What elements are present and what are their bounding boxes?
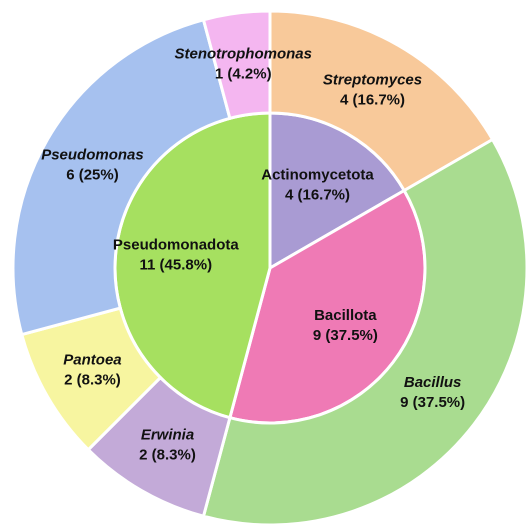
slice-name: Pseudomonadota — [113, 237, 240, 254]
slice-name: Streptomyces — [323, 71, 422, 88]
slice-name: Pantoea — [63, 351, 121, 368]
outer-slice — [201, 137, 529, 526]
slice-value-label: 4 (16.7%) — [340, 91, 405, 108]
slice-name: Stenotrophomonas — [174, 46, 312, 63]
slice-name: Bacillota — [314, 307, 377, 324]
slice-value-label: 4 (16.7%) — [285, 187, 350, 204]
slice-name: Erwinia — [141, 427, 194, 444]
outer-slice — [11, 17, 232, 337]
slice-value-label: 9 (37.5%) — [313, 327, 378, 344]
outer-slice — [201, 9, 272, 121]
slice-value-label: 2 (8.3%) — [64, 371, 121, 388]
slice-value-label: 2 (8.3%) — [139, 447, 196, 464]
slice-value-label: 1 (4.2%) — [215, 66, 272, 83]
slice-name: Pseudomonas — [41, 146, 144, 163]
slice-value-label: 6 (25%) — [66, 166, 119, 183]
slice-value-label: 9 (37.5%) — [400, 394, 465, 411]
slice-name: Actinomycetota — [261, 167, 374, 184]
slice-name: Bacillus — [404, 374, 462, 391]
outer-slice — [268, 9, 495, 193]
slice-value-label: 11 (45.8%) — [140, 257, 213, 274]
